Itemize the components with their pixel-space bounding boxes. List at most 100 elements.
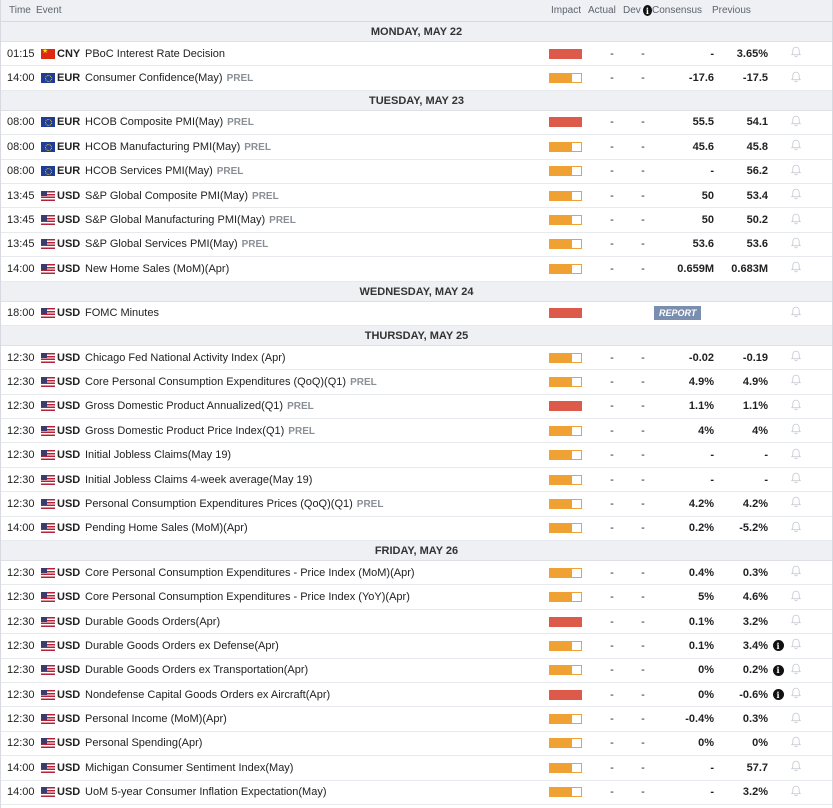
event-name-cell[interactable]: Chicago Fed National Activity Index (Apr… — [85, 352, 544, 364]
table-row[interactable]: 12:30 USD Core Personal Consumption Expend… — [1, 585, 832, 610]
bell-icon[interactable] — [790, 139, 802, 154]
event-name-cell[interactable]: Personal Consumption Expenditures Prices… — [85, 498, 544, 510]
bell-icon[interactable] — [790, 188, 802, 203]
table-row[interactable]: 12:30 USD Initial Jobless Claims 4-week av… — [1, 468, 832, 493]
bell-icon[interactable] — [790, 237, 802, 252]
bell-icon[interactable] — [790, 521, 802, 536]
event-name-cell[interactable]: Personal Income (MoM)(Apr) — [85, 713, 544, 725]
table-row[interactable]: 12:30 USD Gross Domestic Product Price Ind… — [1, 419, 832, 444]
bell-icon[interactable] — [790, 736, 802, 751]
table-row[interactable]: 18:00 USD FOMC Minutes REPORT — [1, 302, 832, 326]
table-row[interactable]: 12:30 USD Durable Goods Orders(Apr) - - 0.1% 3… — [1, 610, 832, 635]
event-name-cell[interactable]: Consumer Confidence(May) PREL — [85, 72, 544, 84]
event-name-cell[interactable]: S&P Global Services PMI(May) PREL — [85, 238, 544, 250]
event-name[interactable]: HCOB Composite PMI(May) — [85, 116, 224, 129]
bell-icon[interactable] — [790, 71, 802, 86]
event-name[interactable]: PBoC Interest Rate Decision — [85, 47, 226, 60]
info-icon[interactable]: i — [772, 664, 784, 676]
bell-icon[interactable] — [790, 46, 802, 61]
table-row[interactable]: 12:30 USD Durable Goods Orders ex Transpor… — [1, 659, 832, 683]
table-row[interactable]: 14:00 USD New Home Sales (MoM)(Apr) - - 0.659… — [1, 257, 832, 282]
bell-icon[interactable] — [790, 590, 802, 605]
info-icon[interactable]: i — [642, 5, 652, 16]
event-name[interactable]: Chicago Fed National Activity Index (Apr… — [85, 351, 286, 364]
bell-icon[interactable] — [790, 213, 802, 228]
event-name-cell[interactable]: Durable Goods Orders ex Transportation(A… — [85, 664, 544, 676]
event-name-cell[interactable]: Core Personal Consumption Expenditures (… — [85, 376, 544, 388]
event-name[interactable]: Consumer Confidence(May) — [85, 72, 223, 85]
header-time[interactable]: Time — [9, 5, 31, 16]
event-name[interactable]: Durable Goods Orders ex Transportation(A… — [85, 664, 309, 677]
table-row[interactable]: 12:30 USD Nondefense Capital Goods Orders … — [1, 683, 832, 708]
event-name-cell[interactable]: PBoC Interest Rate Decision — [85, 48, 544, 60]
event-name-cell[interactable]: Gross Domestic Product Annualized(Q1) PRE… — [85, 400, 544, 412]
event-name[interactable]: Personal Income (MoM)(Apr) — [85, 713, 227, 726]
event-name-cell[interactable]: Initial Jobless Claims 4-week average(Ma… — [85, 474, 544, 486]
event-name-cell[interactable]: Personal Spending(Apr) — [85, 737, 544, 749]
event-name[interactable]: Pending Home Sales (MoM)(Apr) — [85, 522, 248, 535]
event-name[interactable]: UoM 5-year Consumer Inflation Expectatio… — [85, 786, 327, 799]
bell-icon[interactable] — [790, 565, 802, 580]
event-name[interactable]: HCOB Manufacturing PMI(May) — [85, 140, 241, 153]
event-name-cell[interactable]: HCOB Services PMI(May) PREL — [85, 165, 544, 177]
bell-icon[interactable] — [790, 638, 802, 653]
bell-icon[interactable] — [790, 614, 802, 629]
header-event[interactable]: Event — [36, 5, 62, 16]
event-name[interactable]: Initial Jobless Claims(May 19) — [85, 449, 232, 462]
event-name[interactable]: Personal Spending(Apr) — [85, 737, 203, 750]
table-row[interactable]: 14:00 USD UoM 5-year Consumer Inflation Ex… — [1, 781, 832, 805]
table-row[interactable]: 12:30 USD Core Personal Consumption Expend… — [1, 370, 832, 395]
bell-icon[interactable] — [790, 261, 802, 276]
event-name[interactable]: FOMC Minutes — [85, 307, 159, 320]
bell-icon[interactable] — [790, 712, 802, 727]
event-name-cell[interactable]: Nondefense Capital Goods Orders ex Aircr… — [85, 689, 544, 701]
event-name[interactable]: Michigan Consumer Sentiment Index(May) — [85, 761, 294, 774]
event-name-cell[interactable]: Pending Home Sales (MoM)(Apr) — [85, 522, 544, 534]
report-button[interactable]: REPORT — [654, 306, 702, 321]
header-consensus[interactable]: Consensus — [652, 5, 703, 16]
event-name[interactable]: Initial Jobless Claims 4-week average(Ma… — [85, 473, 313, 486]
event-name-cell[interactable]: Core Personal Consumption Expenditures -… — [85, 567, 544, 579]
event-name[interactable]: New Home Sales (MoM)(Apr) — [85, 262, 230, 275]
event-name-cell[interactable]: S&P Global Composite PMI(May) PREL — [85, 190, 544, 202]
event-name-cell[interactable]: UoM 5-year Consumer Inflation Expectatio… — [85, 786, 544, 798]
bell-icon[interactable] — [790, 423, 802, 438]
bell-icon[interactable] — [790, 785, 802, 800]
bell-icon[interactable] — [790, 115, 802, 130]
bell-icon[interactable] — [790, 663, 802, 678]
event-name[interactable]: Personal Consumption Expenditures Prices… — [85, 497, 353, 510]
event-name[interactable]: S&P Global Services PMI(May) — [85, 238, 238, 251]
bell-icon[interactable] — [790, 496, 802, 511]
event-name-cell[interactable]: New Home Sales (MoM)(Apr) — [85, 263, 544, 275]
event-name-cell[interactable]: HCOB Composite PMI(May) PREL — [85, 116, 544, 128]
bell-icon[interactable] — [790, 374, 802, 389]
bell-icon[interactable] — [790, 687, 802, 702]
table-row[interactable]: 08:00 EUR HCOB Services PMI(May) PREL - - - 56.… — [1, 160, 832, 184]
table-row[interactable]: 12:30 USD Personal Consumption Expenditure… — [1, 492, 832, 517]
table-row[interactable]: 14:00 USD Pending Home Sales (MoM)(Apr) - - 0… — [1, 517, 832, 542]
table-row[interactable]: 13:45 USD S&P Global Manufacturing PMI(May… — [1, 208, 832, 233]
event-name[interactable]: Gross Domestic Product Price Index(Q1) — [85, 424, 285, 437]
event-name-cell[interactable]: Core Personal Consumption Expenditures -… — [85, 591, 544, 603]
table-row[interactable]: 12:30 USD Personal Income (MoM)(Apr) - - -0.4… — [1, 707, 832, 732]
event-name[interactable]: Nondefense Capital Goods Orders ex Aircr… — [85, 688, 331, 701]
table-row[interactable]: 13:45 USD S&P Global Composite PMI(May) PRE… — [1, 184, 832, 209]
event-name-cell[interactable]: Durable Goods Orders(Apr) — [85, 616, 544, 628]
bell-icon[interactable] — [790, 760, 802, 775]
event-name[interactable]: Gross Domestic Product Annualized(Q1) — [85, 400, 284, 413]
info-icon[interactable]: i — [772, 640, 784, 652]
event-name-cell[interactable]: HCOB Manufacturing PMI(May) PREL — [85, 141, 544, 153]
table-row[interactable]: 12:30 USD Gross Domestic Product Annualize… — [1, 395, 832, 420]
table-row[interactable]: 12:30 USD Chicago Fed National Activity In… — [1, 346, 832, 371]
bell-icon[interactable] — [790, 164, 802, 179]
bell-icon[interactable] — [790, 399, 802, 414]
event-name-cell[interactable]: Michigan Consumer Sentiment Index(May) — [85, 762, 544, 774]
header-previous[interactable]: Previous — [712, 5, 751, 16]
header-impact[interactable]: Impact — [551, 5, 582, 16]
event-name-cell[interactable]: Gross Domestic Product Price Index(Q1) PR… — [85, 425, 544, 437]
table-row[interactable]: 12:30 USD Core Personal Consumption Expend… — [1, 561, 832, 586]
event-name[interactable]: S&P Global Manufacturing PMI(May) — [85, 214, 266, 227]
table-row[interactable]: 12:30 USD Durable Goods Orders ex Defense(… — [1, 634, 832, 659]
event-name[interactable]: Durable Goods Orders ex Defense(Apr) — [85, 639, 279, 652]
table-row[interactable]: 14:00 USD Michigan Consumer Sentiment Inde… — [1, 756, 832, 781]
